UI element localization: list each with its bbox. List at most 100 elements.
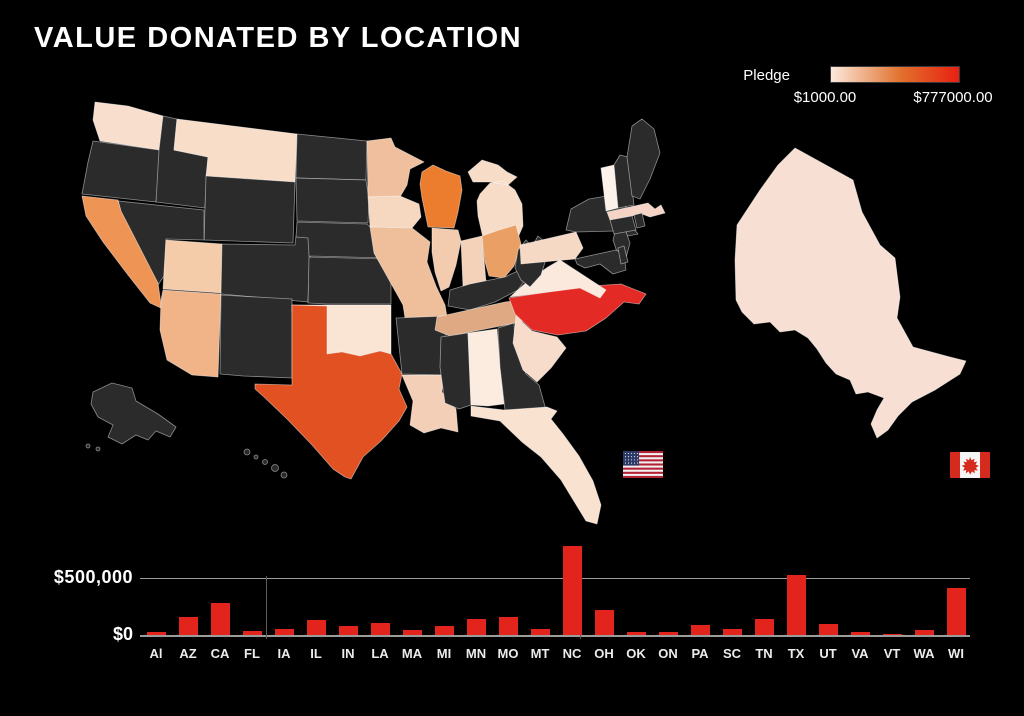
bar-IN[interactable]: [338, 626, 358, 635]
state-ms[interactable]: [439, 332, 472, 410]
state-az[interactable]: [159, 289, 222, 378]
bar-slot-SC: [716, 540, 748, 635]
bar-IL[interactable]: [306, 620, 326, 635]
state-ak-aleutians[interactable]: [95, 446, 101, 452]
x-axis-category-labels: Al AZ CA FL IA IL IN LA MA MI MN MO MT NC OH OK ON PA SC TN…: [140, 646, 972, 661]
category-label-ON: ON: [658, 646, 678, 661]
bar-slot-IA: [268, 540, 300, 635]
category-label-TX: TX: [787, 646, 805, 661]
bar-ON[interactable]: [658, 632, 678, 635]
state-mi[interactable]: [467, 159, 524, 243]
state-hi[interactable]: [262, 459, 268, 465]
maple-leaf-icon: [961, 457, 979, 475]
state-nc[interactable]: [508, 283, 647, 336]
bar-slot-OH: [588, 540, 620, 635]
canada-flag-left-bar: [950, 452, 960, 478]
pane-divider: [266, 576, 267, 639]
state-nd[interactable]: [295, 133, 368, 181]
bar-WA[interactable]: [914, 630, 934, 635]
bar-WI[interactable]: [946, 588, 966, 635]
state-fl[interactable]: [470, 405, 602, 525]
state-ks[interactable]: [307, 256, 392, 305]
bar-slot-MT: [524, 540, 556, 635]
state-hi[interactable]: [253, 454, 259, 460]
state-ak-aleutians[interactable]: [85, 443, 91, 449]
bar-CA[interactable]: [210, 603, 230, 635]
state-de[interactable]: [617, 245, 629, 265]
us-flag-canton: [623, 451, 639, 466]
bar-slot-MN: [460, 540, 492, 635]
bar-VA[interactable]: [850, 632, 870, 635]
state-ut[interactable]: [162, 239, 223, 294]
bar-slot-VA: [844, 540, 876, 635]
state-ia[interactable]: [367, 195, 422, 229]
bar-PA[interactable]: [690, 625, 710, 635]
bar-slot-PA: [684, 540, 716, 635]
bar-UT[interactable]: [818, 624, 838, 635]
state-ky[interactable]: [447, 269, 528, 311]
state-md[interactable]: [574, 249, 627, 275]
bar-slot-FL: [236, 540, 268, 635]
bar-slot-NC: [556, 540, 588, 635]
ontario-map: [734, 147, 967, 439]
state-ct[interactable]: [609, 215, 637, 235]
bar-slot-VT: [876, 540, 908, 635]
bar-slot-TN: [748, 540, 780, 635]
bar-MA[interactable]: [402, 630, 422, 635]
state-oh[interactable]: [481, 224, 522, 279]
bar-MO[interactable]: [498, 617, 518, 635]
state-ak[interactable]: [90, 382, 177, 445]
bar-FL[interactable]: [242, 631, 262, 635]
state-sc[interactable]: [512, 315, 567, 383]
state-hi[interactable]: [280, 471, 288, 479]
bar-slot-WA: [908, 540, 940, 635]
state-pa[interactable]: [519, 231, 584, 265]
bar-LA[interactable]: [370, 623, 390, 635]
bar-SC[interactable]: [722, 629, 742, 635]
page-title: VALUE DONATED BY LOCATION: [34, 22, 523, 54]
bar-MN[interactable]: [466, 619, 486, 635]
category-label-IL: IL: [310, 646, 322, 661]
bar-AZ[interactable]: [178, 617, 198, 635]
state-nm[interactable]: [219, 294, 293, 379]
category-label-FL: FL: [244, 646, 260, 661]
x-axis-baseline: [140, 635, 970, 637]
bar-TX[interactable]: [786, 575, 806, 635]
bar-TN[interactable]: [754, 619, 774, 635]
bar-OK[interactable]: [626, 632, 646, 635]
state-sd[interactable]: [295, 177, 370, 224]
bar-Al[interactable]: [146, 632, 166, 635]
bar-VT[interactable]: [882, 634, 902, 635]
state-me[interactable]: [626, 118, 661, 200]
state-il[interactable]: [431, 227, 462, 292]
state-or[interactable]: [81, 140, 164, 203]
legend-title: Pledge: [743, 67, 790, 84]
category-label-TN: TN: [755, 646, 773, 661]
category-label-VT: VT: [883, 646, 901, 661]
bar-IA[interactable]: [274, 629, 294, 635]
legend-min-value: $1000.00: [793, 89, 857, 106]
us-map: [81, 101, 666, 525]
category-label-IA: IA: [277, 646, 291, 661]
category-label-Al: Al: [149, 646, 163, 661]
category-label-OK: OK: [626, 646, 646, 661]
bar-NC[interactable]: [562, 546, 582, 635]
bar-MI[interactable]: [434, 626, 454, 635]
bar-slot-AZ: [172, 540, 204, 635]
category-label-PA: PA: [691, 646, 709, 661]
state-hi[interactable]: [243, 448, 251, 456]
state-tx[interactable]: [254, 304, 408, 480]
bar-MT[interactable]: [530, 629, 550, 635]
y-axis-tick-zero: $0: [112, 624, 133, 644]
state-mn[interactable]: [366, 137, 425, 198]
state-ri[interactable]: [633, 212, 646, 229]
bar-OH[interactable]: [594, 610, 614, 635]
state-co[interactable]: [220, 235, 311, 303]
province-on[interactable]: [734, 147, 967, 439]
category-label-MI: MI: [436, 646, 452, 661]
state-wi[interactable]: [419, 164, 463, 229]
state-hi[interactable]: [271, 464, 279, 472]
state-mo[interactable]: [369, 226, 448, 319]
state-wy[interactable]: [203, 175, 296, 244]
